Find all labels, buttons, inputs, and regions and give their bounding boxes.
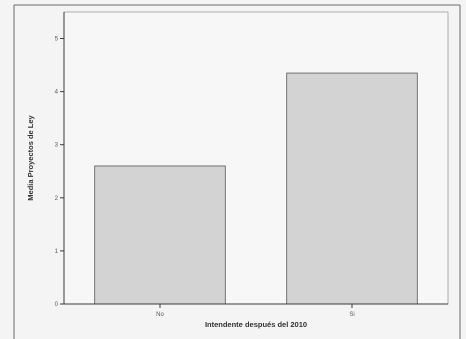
y-tick-label: 0 — [55, 302, 59, 308]
y-axis-ticks: 0 1 2 3 4 5 — [55, 37, 64, 308]
x-axis-ticks: No Si — [156, 304, 355, 318]
y-tick-label: 1 — [55, 249, 59, 255]
x-tick-label: No — [156, 312, 164, 318]
y-tick-label: 2 — [55, 196, 59, 202]
y-axis-title: Media Proyectos de Ley — [26, 114, 35, 200]
x-axis-title: Intendente después del 2010 — [205, 320, 307, 329]
x-tick-label: Si — [349, 312, 354, 318]
y-tick-label: 4 — [55, 90, 59, 96]
bar-no — [94, 165, 226, 305]
y-tick-label: 3 — [55, 143, 59, 149]
bar-si — [286, 72, 418, 305]
y-tick-label: 5 — [55, 37, 59, 43]
